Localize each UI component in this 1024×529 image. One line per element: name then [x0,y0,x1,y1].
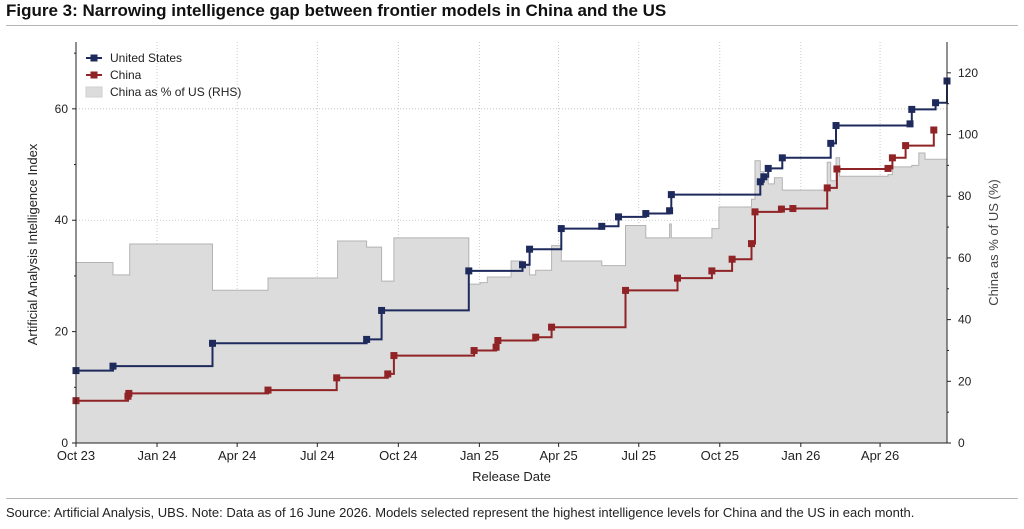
y2-tick-label: 100 [958,128,978,142]
x-tick-label: Jan 25 [460,448,499,463]
legend-label-china: China [110,68,142,82]
chart: 0 20 40 60 0 20 40 60 80 100 120 Oct 23 Jan 24 Apr 24… [25,42,1001,484]
y2-tick-label: 60 [958,251,972,265]
figure-title: Figure 3: Narrowing intelligence gap bet… [6,1,667,20]
y2-tick-label: 20 [958,374,972,388]
y2-tick-label: 0 [958,436,965,450]
china-point [390,352,398,360]
us-point [667,191,675,199]
china-point [333,374,341,382]
y2-tick-label: 80 [958,189,972,203]
us-point [832,122,840,130]
y-tick-label: 0 [61,436,68,450]
us-point [209,339,217,347]
china-point [789,205,797,213]
china-point [728,255,736,263]
x-tick-label: Jul 24 [300,448,335,463]
us-point [642,210,650,218]
us-point [465,267,473,275]
x-tick-label: Oct 25 [701,448,739,463]
us-point [827,139,835,147]
x-tick-label: Apr 25 [539,448,577,463]
us-point [557,225,565,233]
us-point [666,207,674,215]
china-point [384,370,392,378]
china-point [777,205,785,213]
us-point [615,213,623,221]
china-point [548,323,556,331]
us-point [906,120,914,128]
x-tick-label: Apr 26 [861,448,899,463]
source-divider [6,498,1018,499]
x-tick-label: Jan 24 [137,448,176,463]
us-point [598,222,606,230]
china-point [622,286,630,294]
x-tick-label: Jan 26 [781,448,820,463]
china-point [833,165,841,173]
legend-marker-us [90,54,98,62]
us-point [109,362,117,370]
china-point [930,126,938,134]
x-tick-label: Oct 24 [379,448,417,463]
legend-swatch-ratio [85,86,103,98]
x-axis-title: Release Date [472,469,551,484]
china-point [470,347,478,355]
us-point [932,99,940,107]
y-tick-label: 40 [55,213,69,227]
y2-tick-label: 120 [958,66,978,80]
china-point [125,389,133,397]
legend-label-us: United States [110,51,182,65]
us-point [519,261,527,269]
china-point [884,164,892,172]
china-point [492,343,500,351]
y-tick-label: 20 [55,325,69,339]
china-point [674,274,682,282]
y-axis-title: Artificial Analysis Intelligence Index [25,143,40,345]
china-point [494,337,502,345]
us-point [363,335,371,343]
legend-marker-china [90,71,98,79]
china-point [823,184,831,192]
us-point [756,178,764,186]
legend: United States China China as % of US (RHS) [85,51,241,99]
us-point [778,154,786,162]
us-point [760,173,768,181]
y2-axis-title: China as % of US (%) [986,179,1001,305]
china-point [532,333,540,341]
us-point [526,245,534,253]
ratio-area [76,153,947,443]
x-tick-label: Oct 23 [57,448,95,463]
legend-label-ratio: China as % of US (RHS) [110,85,241,99]
x-tick-label: Apr 24 [218,448,256,463]
x-tick-label: Jul 25 [621,448,656,463]
us-point [764,164,772,172]
source-note: Source: Artificial Analysis, UBS. Note: … [6,505,915,520]
us-point [908,105,916,113]
china-series-line [76,130,935,402]
china-point [708,267,716,275]
title-divider [6,25,1018,26]
y2-tick-label: 40 [958,313,972,327]
china-point [747,240,755,248]
china-point [751,208,759,216]
china-point [264,386,272,394]
us-point [378,306,386,314]
china-point [888,154,896,162]
china-point [902,142,910,150]
y-tick-label: 60 [55,102,69,116]
